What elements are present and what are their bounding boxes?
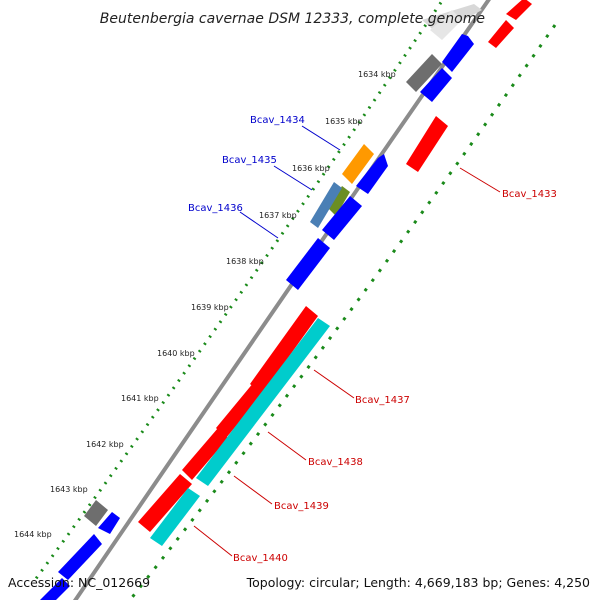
gene-arrow bbox=[488, 20, 514, 48]
tick-label: 1642 kbp bbox=[86, 440, 124, 449]
connector-line bbox=[313, 369, 355, 399]
gene-arrow bbox=[430, 10, 462, 40]
tick-label: 1635 kbp bbox=[325, 117, 363, 126]
connector-line bbox=[233, 475, 273, 505]
tick-label: 1640 kbp bbox=[157, 349, 195, 358]
tick-label: 1641 kbp bbox=[121, 394, 159, 403]
connector-line bbox=[267, 431, 307, 461]
gene-label: Bcav_1438 bbox=[308, 457, 363, 468]
gene-arrow bbox=[84, 500, 108, 526]
gene-label: Bcav_1439 bbox=[274, 501, 329, 512]
gene-arrow bbox=[286, 238, 330, 290]
tick-label: 1637 kbp bbox=[259, 211, 297, 220]
gene-arrow bbox=[442, 34, 474, 72]
tick-label: 1636 kbp bbox=[292, 164, 330, 173]
tick-label: 1638 kbp bbox=[226, 257, 264, 266]
gene-arrow bbox=[40, 578, 70, 600]
gene-arrow bbox=[328, 186, 350, 216]
gene-arrow bbox=[420, 68, 452, 102]
outer-tick-track bbox=[128, 24, 557, 600]
gene-label: Bcav_1434 bbox=[250, 115, 305, 126]
tick-label: 1639 kbp bbox=[191, 303, 229, 312]
reverse-gene-track bbox=[138, 0, 532, 546]
connector-line bbox=[273, 165, 313, 191]
gene-arrow bbox=[150, 488, 200, 546]
gene-arrow bbox=[406, 116, 448, 172]
gene-arrow bbox=[406, 54, 442, 92]
gene-label: Bcav_1436 bbox=[188, 203, 243, 214]
gene-arrow bbox=[58, 534, 102, 580]
connector-line bbox=[301, 125, 341, 151]
reverse-gene-labels: Bcav_1433 Bcav_1437 Bcav_1438 Bcav_1439 … bbox=[233, 189, 557, 564]
forward-gene-labels: Bcav_1434 Bcav_1435 Bcav_1436 bbox=[188, 115, 305, 214]
tick-label: 1634 kbp bbox=[358, 70, 396, 79]
gene-label: Bcav_1435 bbox=[222, 155, 277, 166]
gene-arrow bbox=[98, 512, 120, 534]
label-connectors bbox=[193, 125, 501, 557]
gene-arrow bbox=[250, 306, 318, 394]
gene-label: Bcav_1437 bbox=[355, 395, 410, 406]
scale-labels: 1634 kbp 1635 kbp 1636 kbp 1637 kbp 1638… bbox=[14, 70, 396, 539]
genome-summary-text: Topology: circular; Length: 4,669,183 bp… bbox=[246, 575, 590, 590]
gene-arrow bbox=[310, 182, 342, 228]
gene-arrow bbox=[196, 318, 330, 486]
gene-arrow bbox=[342, 144, 374, 184]
gene-arrow bbox=[182, 428, 228, 480]
gene-arrow bbox=[506, 0, 532, 20]
connector-line bbox=[193, 525, 233, 557]
gene-label: Bcav_1440 bbox=[233, 553, 288, 564]
forward-gene-track bbox=[40, 4, 482, 600]
gene-label: Bcav_1433 bbox=[502, 189, 557, 200]
gene-arrow bbox=[356, 154, 388, 194]
connector-line bbox=[459, 167, 501, 193]
gene-arrow bbox=[138, 474, 192, 532]
gene-arrow bbox=[216, 382, 264, 438]
connector-line bbox=[239, 211, 279, 239]
tick-label: 1644 kbp bbox=[14, 530, 52, 539]
accession-text: Accession: NC_012669 bbox=[8, 575, 150, 590]
inner-tick-track bbox=[33, 0, 445, 581]
tick-label: 1643 kbp bbox=[50, 485, 88, 494]
map-title: Beutenbergia cavernae DSM 12333, complet… bbox=[100, 11, 485, 27]
gene-arrow bbox=[322, 196, 362, 240]
